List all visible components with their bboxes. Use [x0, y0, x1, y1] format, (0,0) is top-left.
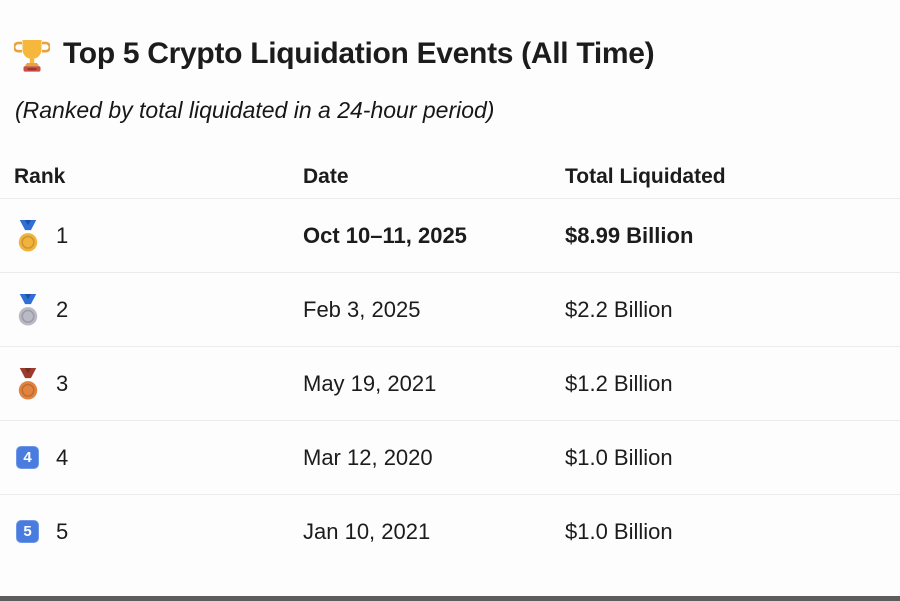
- table-row: 4 4 Mar 12, 2020 $1.0 Billion: [0, 421, 900, 495]
- badge-number: 4: [16, 446, 39, 469]
- table-header-row: Rank Date Total Liquidated: [0, 156, 900, 199]
- rank-value: 2: [56, 296, 69, 322]
- date-value: Mar 12, 2020: [303, 444, 433, 470]
- column-header-date: Date: [303, 165, 349, 188]
- total-value: $1.0 Billion: [565, 444, 673, 470]
- page-subtitle: (Ranked by total liquidated in a 24-hour…: [15, 97, 495, 123]
- total-value: $1.2 Billion: [565, 370, 673, 396]
- trophy-icon: [14, 36, 50, 72]
- rank-value: 3: [56, 370, 69, 396]
- badge-number: 5: [16, 520, 39, 543]
- blue-badge-rank-5-icon: 5: [14, 520, 41, 543]
- date-value: Feb 3, 2025: [303, 296, 421, 322]
- silver-medal-icon: [14, 293, 41, 326]
- bronze-medal-icon: [14, 367, 41, 400]
- column-header-total: Total Liquidated: [565, 165, 726, 188]
- date-value: May 19, 2021: [303, 370, 437, 396]
- rank-cell: 4 4: [14, 445, 303, 471]
- date-value: Jan 10, 2021: [303, 518, 431, 544]
- table-row: 5 5 Jan 10, 2021 $1.0 Billion: [0, 495, 900, 568]
- rank-cell: 2: [14, 293, 303, 326]
- title-row: Top 5 Crypto Liquidation Events (All Tim…: [14, 36, 886, 72]
- total-value: $2.2 Billion: [565, 296, 673, 322]
- table-body: 1 Oct 10–11, 2025 $8.99 Billion 2 Feb 3,…: [0, 199, 900, 568]
- page-title: Top 5 Crypto Liquidation Events (All Tim…: [63, 37, 655, 70]
- table-row: 2 Feb 3, 2025 $2.2 Billion: [0, 273, 900, 347]
- rank-value: 4: [56, 444, 69, 470]
- rank-cell: 5 5: [14, 519, 303, 545]
- table-row: 1 Oct 10–11, 2025 $8.99 Billion: [0, 199, 900, 273]
- gold-medal-icon: [14, 219, 41, 252]
- table-row: 3 May 19, 2021 $1.2 Billion: [0, 347, 900, 421]
- page-header: Top 5 Crypto Liquidation Events (All Tim…: [0, 0, 900, 124]
- total-value: $8.99 Billion: [565, 222, 694, 248]
- date-value: Oct 10–11, 2025: [303, 222, 467, 248]
- total-value: $1.0 Billion: [565, 518, 673, 544]
- blue-badge-rank-4-icon: 4: [14, 446, 41, 469]
- column-header-rank: Rank: [14, 165, 66, 188]
- liquidation-table: Rank Date Total Liquidated 1 Oct 10–11, …: [0, 156, 900, 568]
- rank-value: 1: [56, 222, 69, 248]
- rank-value: 5: [56, 518, 69, 544]
- rank-cell: 1: [14, 219, 303, 252]
- rank-cell: 3: [14, 367, 303, 400]
- bottom-window-edge: [0, 596, 900, 601]
